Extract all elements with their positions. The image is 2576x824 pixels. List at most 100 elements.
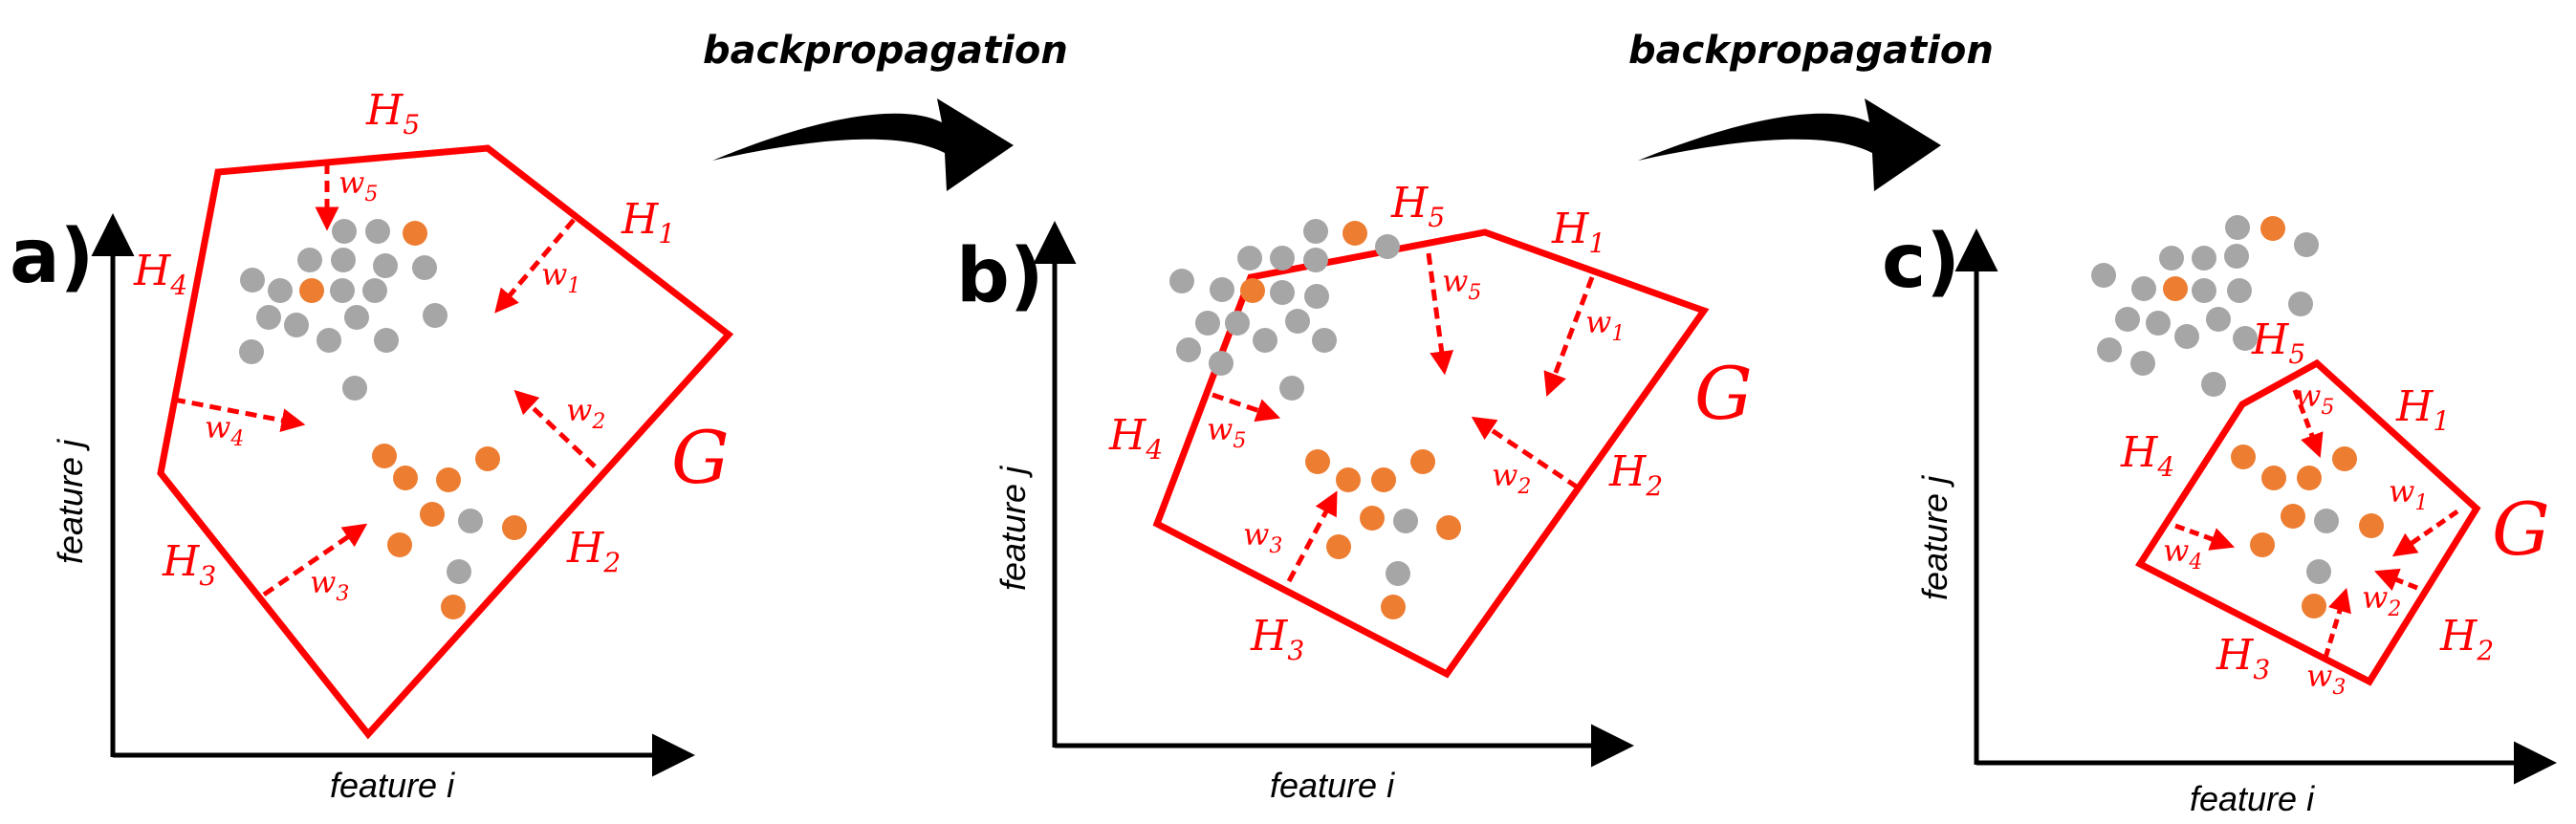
data-point bbox=[2261, 466, 2286, 490]
data-point bbox=[2225, 215, 2250, 240]
region-boundary-a bbox=[157, 144, 734, 740]
data-point bbox=[1381, 595, 1406, 619]
data-point bbox=[372, 444, 397, 468]
weight-label-w5: w5 bbox=[2295, 378, 2334, 420]
data-point bbox=[2174, 324, 2199, 349]
data-point bbox=[420, 502, 445, 527]
y-axis-label-b: feature j bbox=[993, 466, 1033, 591]
weight-label-w1: w1 bbox=[541, 256, 580, 298]
hyperplane-label-h5: H5 bbox=[2251, 315, 2305, 370]
data-point bbox=[1371, 467, 1396, 492]
data-point bbox=[2192, 246, 2216, 271]
data-point bbox=[256, 305, 281, 330]
x-axis-label-c: feature i bbox=[2190, 779, 2315, 818]
data-point bbox=[475, 446, 500, 471]
weight-label-w4: w4 bbox=[2163, 532, 2202, 575]
data-point bbox=[2314, 509, 2339, 533]
weight-label-w1: w1 bbox=[2389, 473, 2428, 515]
weight-arrows-a bbox=[173, 163, 597, 597]
data-point bbox=[268, 278, 293, 303]
data-point bbox=[1360, 506, 1385, 531]
panel-letter-b: b) bbox=[956, 233, 1043, 319]
data-point bbox=[1270, 280, 1295, 305]
weight-label-w4: w4 bbox=[205, 409, 244, 451]
data-point bbox=[2224, 244, 2249, 269]
weight-arrow-w1 bbox=[1543, 276, 1595, 398]
region-label-g-a: G bbox=[671, 415, 730, 500]
data-point bbox=[1326, 534, 1351, 559]
hyperplane-label-h5: H5 bbox=[1390, 179, 1445, 233]
data-point bbox=[1237, 246, 1262, 271]
data-point bbox=[2302, 594, 2326, 618]
data-point bbox=[2294, 232, 2319, 257]
data-point bbox=[2359, 513, 2384, 538]
panel-letter-a: a) bbox=[10, 214, 94, 300]
data-point bbox=[1410, 449, 1435, 474]
hyperplane-label-h1: H1 bbox=[2395, 382, 2450, 437]
weight-arrow-w3 bbox=[262, 523, 368, 597]
data-point bbox=[2250, 532, 2275, 557]
weight-arrow-w4 bbox=[1212, 392, 1281, 423]
data-point bbox=[1436, 515, 1461, 540]
data-point bbox=[1270, 246, 1295, 271]
data-point bbox=[2091, 263, 2116, 288]
data-point bbox=[436, 467, 461, 492]
x-axis-label-b: feature i bbox=[1270, 766, 1395, 805]
data-point bbox=[447, 559, 471, 584]
data-point bbox=[1305, 449, 1330, 474]
backprop-arrow-2: backpropagation bbox=[1628, 29, 1994, 191]
data-point bbox=[1285, 309, 1310, 334]
region-label-g-b: G bbox=[1694, 351, 1753, 436]
weight-arrow-w2 bbox=[2374, 568, 2418, 592]
weight-label-w2: w2 bbox=[2362, 579, 2401, 621]
data-point bbox=[1303, 219, 1328, 244]
data-point bbox=[374, 328, 399, 353]
hyperplane-label-h2: H2 bbox=[566, 524, 621, 578]
x-axis-label-a: feature i bbox=[330, 766, 455, 805]
hyperplane-labels-b: H1 H2 H3 H4 H5 bbox=[1108, 179, 1663, 666]
weight-label-w2: w2 bbox=[1492, 457, 1531, 499]
hyperplane-label-h4: H4 bbox=[133, 247, 187, 301]
data-point bbox=[1169, 269, 1194, 293]
hyperplane-label-h4: H4 bbox=[2120, 428, 2174, 483]
panel-a: a) feature i feature j bbox=[10, 86, 734, 805]
data-point bbox=[2281, 504, 2305, 529]
weight-label-w3: w3 bbox=[310, 564, 349, 606]
data-point bbox=[330, 278, 355, 303]
data-point bbox=[1253, 328, 1277, 353]
data-point bbox=[2231, 445, 2256, 469]
weight-arrow-w4 bbox=[2174, 523, 2236, 551]
data-point bbox=[344, 305, 369, 330]
data-point bbox=[1343, 221, 1367, 246]
data-point bbox=[2201, 372, 2226, 397]
weight-arrow-w3 bbox=[2323, 587, 2351, 659]
weight-arrows-c bbox=[2174, 389, 2459, 659]
weight-arrows-b bbox=[1212, 252, 1595, 583]
data-point bbox=[1393, 509, 1418, 533]
hyperplane-label-h4: H4 bbox=[1108, 411, 1163, 466]
region-boundary-c bbox=[2134, 358, 2481, 686]
hyperplane-label-h5: H5 bbox=[365, 86, 420, 141]
weight-label-w5: w5 bbox=[1442, 263, 1481, 305]
data-point bbox=[458, 509, 483, 533]
backprop-label-1: backpropagation bbox=[703, 29, 1068, 73]
data-point bbox=[393, 466, 418, 490]
data-point bbox=[1195, 311, 1220, 336]
weight-arrow-w4 bbox=[173, 397, 306, 432]
weight-label-w3: w3 bbox=[1243, 516, 1282, 558]
data-point bbox=[2192, 278, 2216, 303]
weight-label-w5: w5 bbox=[338, 164, 378, 206]
data-point bbox=[1375, 234, 1400, 259]
data-point bbox=[1176, 337, 1201, 362]
data-point bbox=[412, 255, 437, 280]
data-point bbox=[2306, 559, 2331, 584]
weight-labels-c: w1 w2 w3 w4 w5 bbox=[2163, 378, 2428, 700]
data-point bbox=[365, 219, 390, 244]
data-point bbox=[2297, 466, 2322, 490]
data-point bbox=[2206, 307, 2231, 332]
weight-arrow-w3 bbox=[1286, 490, 1338, 583]
data-point bbox=[1304, 284, 1329, 309]
data-point bbox=[1386, 561, 1410, 586]
data-point bbox=[284, 313, 309, 337]
